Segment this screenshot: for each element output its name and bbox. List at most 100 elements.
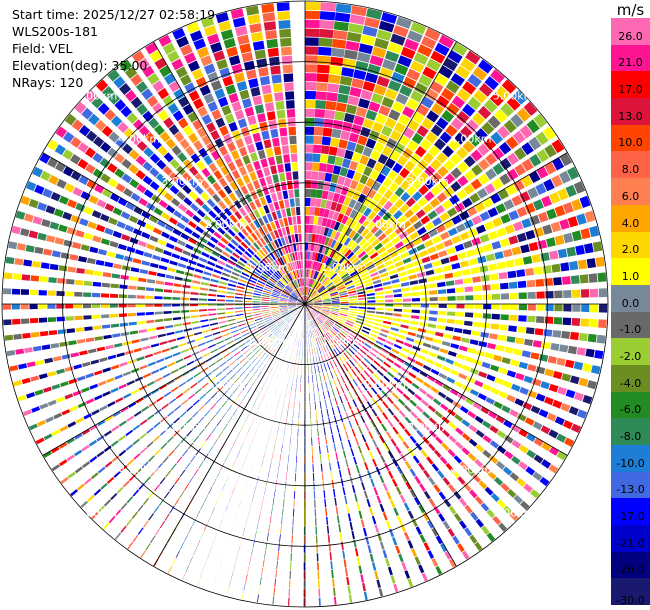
range-gate bbox=[175, 393, 184, 399]
range-gate bbox=[125, 201, 136, 211]
range-gate bbox=[533, 199, 544, 211]
azimuth-line bbox=[304, 303, 457, 567]
range-gate bbox=[533, 454, 544, 464]
range-gate bbox=[83, 304, 92, 309]
range-gate bbox=[427, 520, 434, 529]
range-gate bbox=[309, 393, 311, 402]
range-gate bbox=[192, 214, 202, 223]
range-gate bbox=[328, 74, 341, 84]
range-gate bbox=[318, 355, 321, 364]
range-gate bbox=[285, 274, 291, 283]
range-gate bbox=[190, 153, 201, 164]
range-gate bbox=[557, 386, 567, 396]
range-gate bbox=[191, 286, 200, 290]
range-gate bbox=[422, 411, 431, 419]
range-gate bbox=[573, 361, 584, 371]
range-gate bbox=[331, 261, 338, 270]
range-gate bbox=[313, 305, 322, 308]
range-gate bbox=[552, 399, 563, 409]
range-gate bbox=[24, 347, 33, 354]
range-gate bbox=[283, 265, 289, 273]
range-gate bbox=[132, 534, 139, 543]
range-gate bbox=[191, 351, 200, 356]
range-gate bbox=[234, 72, 245, 83]
range-gate bbox=[338, 139, 348, 149]
range-gate bbox=[351, 273, 360, 279]
range-gate bbox=[355, 235, 364, 244]
range-gate bbox=[289, 570, 291, 580]
range-gate bbox=[109, 240, 119, 248]
range-gate bbox=[261, 568, 264, 577]
range-gate bbox=[141, 231, 151, 239]
range-gate bbox=[357, 265, 366, 272]
range-gate bbox=[146, 427, 154, 434]
range-gate bbox=[289, 253, 294, 262]
range-gate bbox=[444, 173, 456, 185]
range-gate bbox=[500, 482, 510, 492]
range-gate bbox=[188, 475, 194, 484]
range-gate bbox=[467, 73, 482, 88]
range-gate bbox=[395, 446, 402, 455]
range-gate bbox=[234, 300, 243, 302]
range-gate bbox=[124, 66, 138, 79]
range-gate bbox=[331, 306, 340, 309]
range-gate bbox=[265, 318, 273, 323]
range-gate bbox=[450, 343, 460, 350]
range-gate bbox=[180, 74, 192, 86]
range-gate bbox=[539, 354, 549, 362]
range-gate bbox=[313, 392, 316, 401]
range-gate bbox=[459, 210, 470, 221]
range-gate bbox=[318, 273, 324, 282]
range-gate bbox=[188, 132, 199, 144]
range-gate bbox=[133, 410, 142, 417]
range-gate bbox=[317, 562, 319, 571]
range-ring-label: 4.00km bbox=[450, 132, 492, 145]
range-gate bbox=[332, 165, 342, 175]
range-gate bbox=[284, 163, 291, 172]
range-gate bbox=[215, 407, 222, 415]
range-gate bbox=[258, 324, 266, 329]
range-gate bbox=[553, 277, 562, 286]
range-gate bbox=[369, 169, 380, 180]
range-gate bbox=[419, 534, 426, 543]
range-gate bbox=[34, 184, 45, 195]
range-gate bbox=[277, 247, 284, 256]
range-gate bbox=[346, 31, 362, 43]
range-gate bbox=[47, 399, 57, 407]
range-gate bbox=[326, 362, 331, 371]
range-gate bbox=[114, 153, 125, 164]
range-gate bbox=[305, 108, 316, 118]
range-gate bbox=[490, 364, 500, 372]
range-gate bbox=[313, 356, 315, 365]
range-gate bbox=[517, 280, 527, 288]
range-gate bbox=[119, 59, 133, 72]
range-gate bbox=[295, 338, 298, 347]
range-gate bbox=[161, 348, 170, 353]
range-gate bbox=[205, 433, 212, 441]
range-gate bbox=[171, 58, 184, 71]
range-gate bbox=[330, 174, 339, 184]
range-gate bbox=[194, 388, 202, 395]
range-gate bbox=[312, 309, 319, 315]
range-gate bbox=[256, 371, 262, 379]
range-gate bbox=[146, 319, 155, 324]
range-gate bbox=[454, 132, 467, 145]
range-gate bbox=[201, 134, 212, 146]
range-gate bbox=[369, 351, 377, 358]
range-gate bbox=[297, 302, 305, 304]
range-gate bbox=[176, 36, 189, 48]
range-gate bbox=[349, 160, 359, 171]
range-gate bbox=[415, 376, 424, 384]
range-gate bbox=[276, 191, 283, 201]
range-gate bbox=[415, 526, 422, 535]
range-gate bbox=[25, 181, 37, 192]
range-gate bbox=[562, 317, 572, 326]
range-gate bbox=[238, 323, 246, 327]
range-gate bbox=[578, 332, 588, 342]
range-gate bbox=[236, 320, 245, 324]
range-gate bbox=[145, 132, 156, 144]
range-gate bbox=[259, 121, 268, 132]
range-gate bbox=[180, 44, 193, 56]
range-gate bbox=[295, 206, 301, 216]
range-gate bbox=[297, 437, 298, 446]
